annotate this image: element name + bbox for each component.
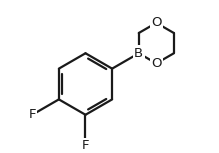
Text: O: O (151, 57, 162, 70)
Text: B: B (134, 47, 143, 60)
Text: O: O (151, 16, 162, 29)
Text: F: F (82, 139, 89, 152)
Text: F: F (28, 108, 36, 121)
